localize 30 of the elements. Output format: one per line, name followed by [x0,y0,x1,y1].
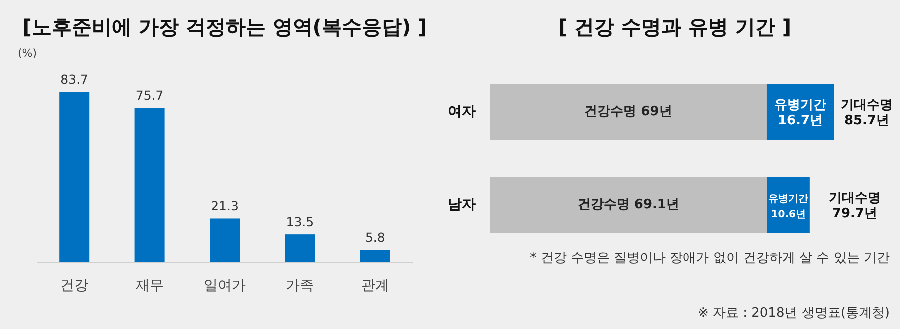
x-tick-label: 일여가 [204,278,246,294]
data-label: 75.7 [136,88,164,104]
total-label: 기대수명 85.7년 [841,98,893,129]
text: ※ 자료 : 2018년 생명표(통계청) [698,306,890,321]
bar [490,84,767,140]
y-tick-label: 여자 [448,104,476,120]
bar [210,218,240,262]
bar [60,92,90,262]
x-tick-label: 재무 [136,278,164,294]
data-label: 건강수명 69년 [584,104,672,120]
chart-title: [ 건강 수명과 유병 기간 ] [558,15,792,39]
chart-title: [노후준비에 가장 걱정하는 영역(복수응답) ] [22,15,428,39]
y-axis-title: (%) [18,47,38,60]
data-label: 21.3 [211,198,239,214]
data-label: 건강수명 69.1년 [578,198,680,212]
data-label: 유병기간 10.6년 [768,194,809,221]
annotation: * 건강 수명은 질병이나 장애가 없이 건강하게 살 수 있는 기간 [530,251,890,266]
bar [360,250,390,262]
bar [490,177,768,233]
bar [134,108,165,262]
data-label: 5.8 [365,230,386,246]
total-label: 기대수명 79.7년 [828,191,881,222]
bar [285,234,316,262]
x-tick-label: 건강 [60,278,89,294]
y-tick-label: 남자 [448,197,476,213]
data-label: 유병기간 16.7년 [774,98,826,129]
data-label: 13.5 [286,214,314,230]
x-tick-label: 가족 [286,278,314,294]
x-tick-label: 관계 [361,278,390,294]
data-label: 83.7 [60,72,89,87]
